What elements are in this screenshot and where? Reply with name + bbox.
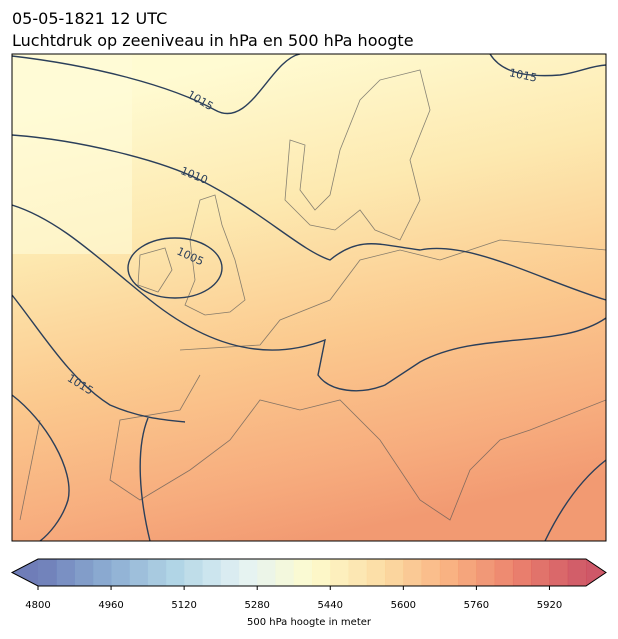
colorbar-segment xyxy=(439,559,459,586)
coastlines xyxy=(19,69,606,521)
colorbar-tick-label: 5760 xyxy=(464,600,489,611)
colorbar-segment xyxy=(549,559,569,586)
colorbar-segment xyxy=(202,559,222,586)
colorbar-segment xyxy=(312,559,331,586)
colorbar-extend xyxy=(12,559,38,586)
colorbar-tick-label: 5600 xyxy=(391,600,416,611)
map: 1015 1010 1005 1015 1015 xyxy=(12,54,606,541)
colorbar-segment xyxy=(421,559,441,586)
colorbar-segment xyxy=(238,559,258,586)
colorbar-segment xyxy=(56,559,76,586)
colorbar-tick-label: 5440 xyxy=(318,600,343,611)
colorbar-frame xyxy=(10,558,607,587)
colorbar-tick-label: 5120 xyxy=(171,600,196,611)
colorbar-segment xyxy=(403,559,423,586)
title: 05-05-1821 12 UTC xyxy=(12,9,167,28)
colorbar-segment xyxy=(165,559,185,586)
colorbar-segment xyxy=(385,559,404,586)
colorbar-label: 500 hPa hoogte in meter xyxy=(247,617,372,628)
height-field xyxy=(12,54,132,254)
colorbar-segment xyxy=(348,559,368,586)
colorbar-segment xyxy=(220,559,240,586)
colorbar-segment xyxy=(257,559,276,586)
colorbar-segment xyxy=(275,559,295,586)
colorbar-segment xyxy=(38,559,57,586)
colorbar-segment xyxy=(74,559,94,586)
isobars xyxy=(12,54,606,541)
colorbar-segment xyxy=(330,559,350,586)
colorbar-segment xyxy=(494,559,514,586)
colorbar-segment xyxy=(293,559,313,586)
colorbar-tick-label: 4960 xyxy=(98,600,123,611)
colorbar-tick-label: 4800 xyxy=(25,600,50,611)
colorbar-extend xyxy=(586,559,606,586)
colorbar-segment xyxy=(476,559,496,586)
colorbar-segment xyxy=(531,559,550,586)
colorbar-segment xyxy=(512,559,532,586)
colorbar-segment xyxy=(92,559,112,586)
colorbar-segment xyxy=(458,559,477,586)
colorbar-segment xyxy=(567,559,587,586)
colorbar: 4800 4960 5120 5280 5440 5600 5760 5920 xyxy=(10,558,607,611)
colorbar-segment xyxy=(366,559,386,586)
colorbar-segment xyxy=(147,559,167,586)
colorbar-segment xyxy=(129,559,149,586)
colorbar-tick-label: 5920 xyxy=(537,600,562,611)
map-frame xyxy=(11,53,607,542)
contour-label: 1015 xyxy=(508,66,538,85)
subtitle: Luchtdruk op zeeniveau in hPa en 500 hPa… xyxy=(12,31,414,50)
colorbar-segment xyxy=(111,559,130,586)
colorbar-segment xyxy=(184,559,203,586)
colorbar-tick-label: 5280 xyxy=(244,600,269,611)
